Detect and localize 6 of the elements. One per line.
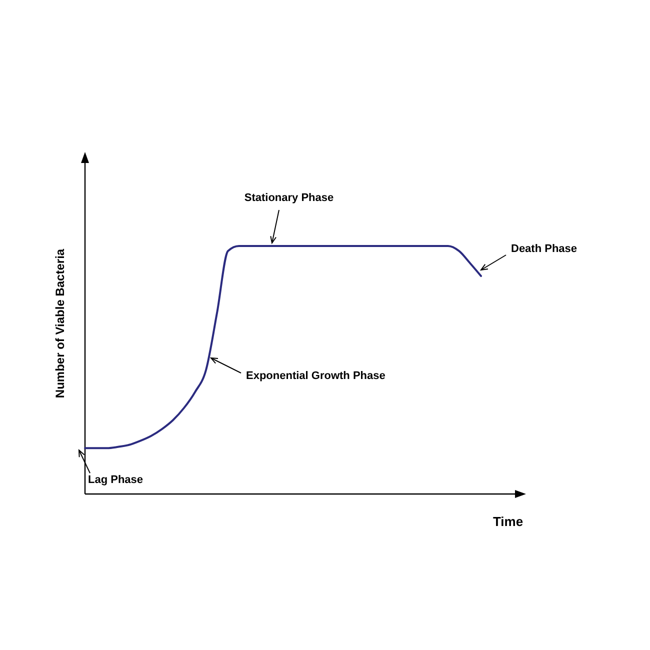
annotation: Lag Phase [88,474,144,486]
x-axis-title: Time [492,514,524,529]
y-axis-title: Number of Viable Bacteria [53,248,67,398]
text: Death Phase [511,243,578,256]
annotation: Exponential Growth Phase [246,370,386,382]
text: Stationary Phase [244,192,334,204]
